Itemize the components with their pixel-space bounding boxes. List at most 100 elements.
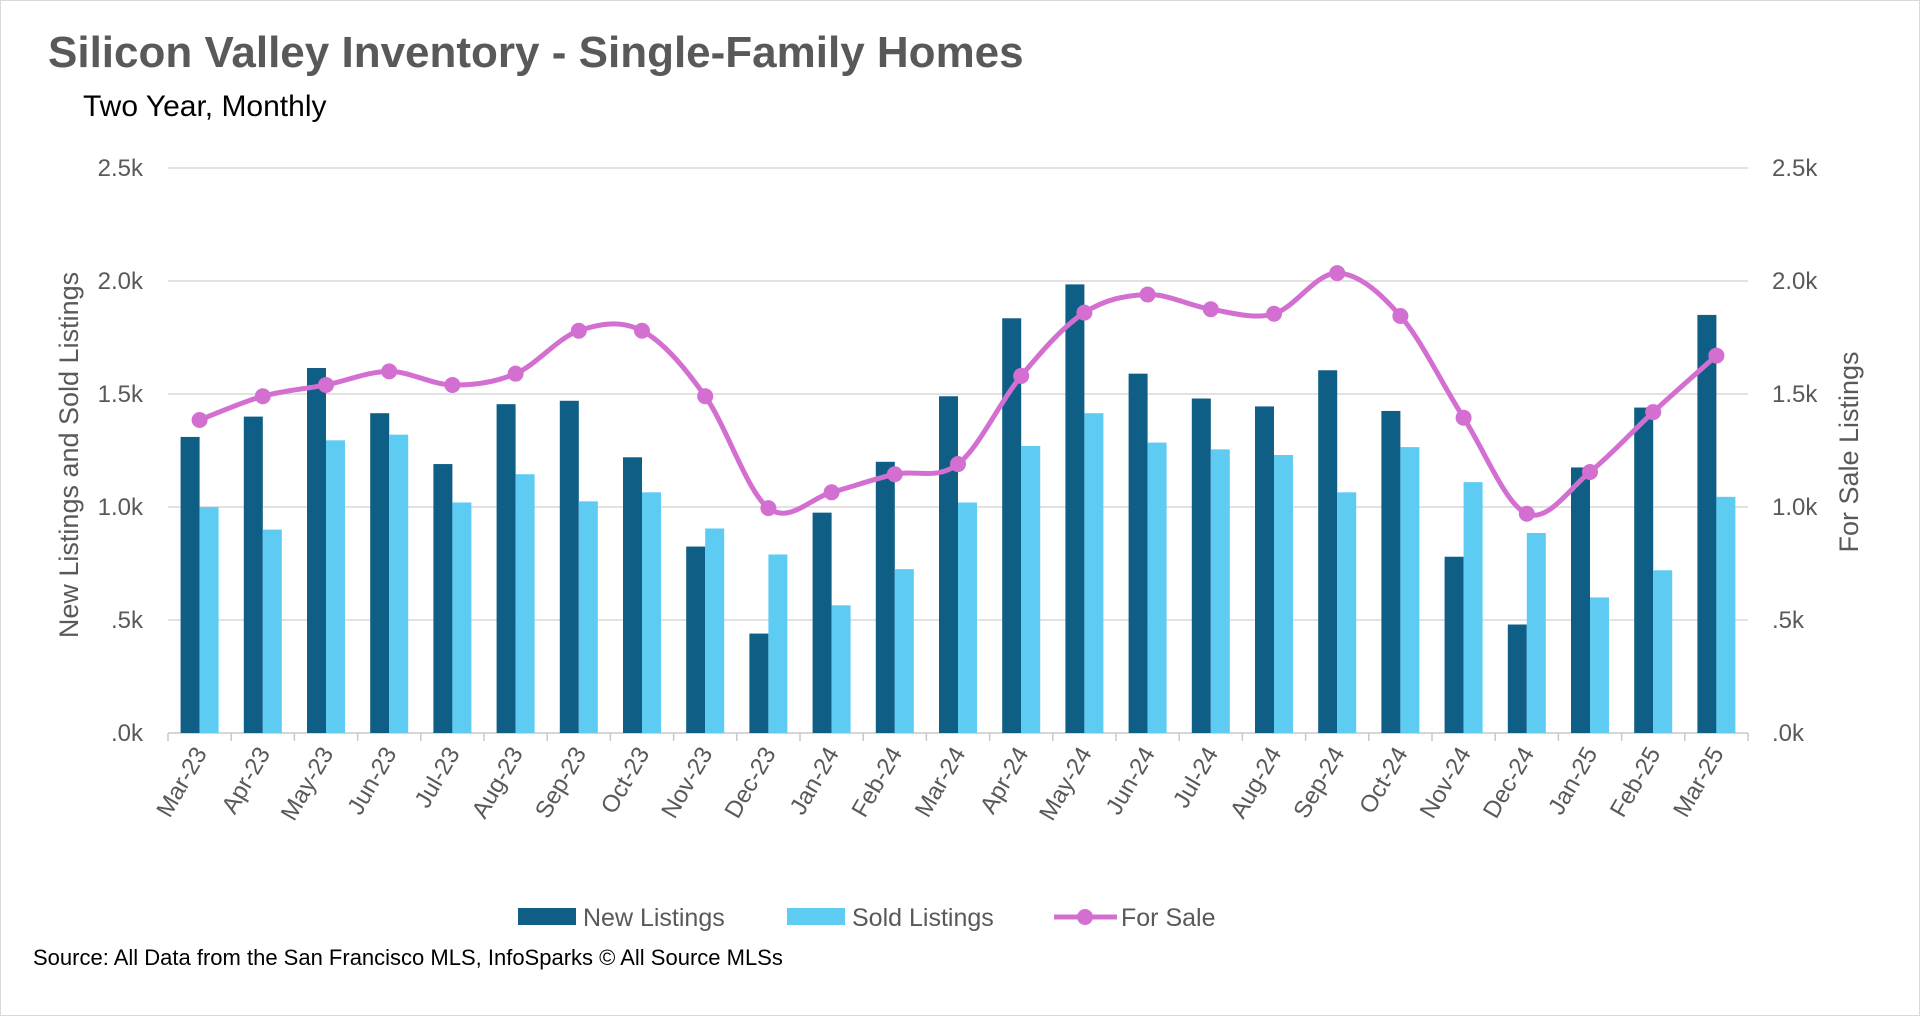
for-sale-point xyxy=(634,322,650,339)
for-sale-point xyxy=(318,376,334,393)
chart-title: Silicon Valley Inventory - Single-Family… xyxy=(48,28,1024,77)
bar-sold-listings xyxy=(1716,496,1736,733)
for-sale-point xyxy=(760,500,777,517)
bar-new-listings xyxy=(433,464,453,733)
bar-sold-listings xyxy=(262,529,282,733)
bar-new-listings xyxy=(623,457,642,733)
bar-new-listings xyxy=(307,368,326,733)
x-tick-label: Mar-25 xyxy=(1668,743,1729,822)
x-tick-label: Feb-24 xyxy=(847,743,908,822)
bar-new-listings xyxy=(1697,314,1717,733)
bar-sold-listings xyxy=(1590,597,1609,733)
x-tick-label: Jul-23 xyxy=(410,743,466,813)
for-sale-point xyxy=(191,411,208,428)
for-sale-point xyxy=(1266,305,1282,322)
y-tick-right: 1.5k xyxy=(1772,381,1818,408)
for-sale-point xyxy=(823,484,840,501)
x-tick-label: Sep-23 xyxy=(530,743,592,824)
y-tick-right: 2.0k xyxy=(1772,268,1818,295)
chart-subtitle: Two Year, Monthly xyxy=(83,90,327,123)
bar-sold-listings xyxy=(1274,455,1293,733)
bar-new-listings xyxy=(1255,406,1274,733)
bar-new-listings xyxy=(1191,398,1211,733)
bar-new-listings xyxy=(686,546,706,733)
bar-sold-listings xyxy=(705,528,725,733)
y-tick-right: .0k xyxy=(1772,720,1805,747)
bar-new-listings xyxy=(875,461,895,733)
y-tick-left: 1.5k xyxy=(98,381,144,408)
bar-sold-listings xyxy=(642,492,661,733)
bar-new-listings xyxy=(496,404,516,733)
bar-sold-listings xyxy=(1210,449,1230,733)
for-sale-point xyxy=(1518,505,1535,522)
legend-label-for-sale: For Sale xyxy=(1121,904,1215,932)
bar-sold-listings xyxy=(452,502,472,733)
bar-sold-listings xyxy=(1526,532,1546,733)
x-tick-label: Nov-24 xyxy=(1415,743,1477,824)
bar-sold-listings xyxy=(894,569,914,733)
bar-new-listings xyxy=(1381,410,1401,733)
for-sale-point xyxy=(1582,463,1598,480)
x-tick-label: Aug-24 xyxy=(1225,743,1287,824)
x-tick-label: Aug-23 xyxy=(467,743,529,824)
bar-new-listings xyxy=(370,413,390,733)
bar-sold-listings xyxy=(1653,570,1673,733)
for-sale-point xyxy=(1139,286,1156,303)
bar-new-listings xyxy=(939,396,958,733)
for-sale-point xyxy=(1708,347,1725,364)
x-tick-label: Jun-23 xyxy=(342,743,402,820)
for-sale-point xyxy=(1013,367,1030,384)
x-tick-label: Apr-24 xyxy=(975,743,1034,819)
x-tick-label: Jun-24 xyxy=(1101,743,1161,820)
legend-label-new-listings: New Listings xyxy=(583,904,725,932)
x-tick-label: Jan-25 xyxy=(1543,743,1603,820)
bar-new-listings xyxy=(1571,467,1590,733)
x-tick-label: Dec-24 xyxy=(1478,743,1540,824)
bar-new-listings xyxy=(1002,318,1022,733)
bar-sold-listings xyxy=(515,474,535,733)
x-tick-label: Dec-23 xyxy=(720,743,782,824)
x-tick-label: Mar-24 xyxy=(910,743,971,822)
y-tick-right: .5k xyxy=(1772,607,1805,634)
x-tick-label: Feb-25 xyxy=(1605,743,1666,822)
y-tick-right: 1.0k xyxy=(1772,494,1818,521)
x-tick-label: Mar-23 xyxy=(151,743,212,822)
bar-new-listings xyxy=(1065,284,1085,733)
legend-label-sold-listings: Sold Listings xyxy=(852,904,994,932)
for-sale-point xyxy=(1645,404,1662,421)
bar-sold-listings xyxy=(1021,445,1041,733)
bar-sold-listings xyxy=(578,501,598,733)
bar-new-listings xyxy=(559,400,579,733)
x-tick-label: Jul-24 xyxy=(1168,743,1224,813)
bar-sold-listings xyxy=(1337,492,1357,733)
for-sale-point xyxy=(950,456,966,473)
for-sale-point xyxy=(570,322,587,339)
bar-sold-listings xyxy=(389,434,409,733)
legend-marker-for-sale xyxy=(1077,909,1093,925)
y-tick-left: .0k xyxy=(111,720,144,747)
bar-sold-listings xyxy=(326,440,345,733)
for-sale-line xyxy=(198,270,1719,518)
bar-new-listings xyxy=(812,512,832,733)
bar-sold-listings xyxy=(1084,413,1104,733)
for-sale-point xyxy=(697,388,714,405)
bar-new-listings xyxy=(1444,556,1464,733)
for-sale-point xyxy=(1392,308,1409,325)
bar-new-listings xyxy=(243,416,263,733)
for-sale-point xyxy=(444,376,461,393)
for-sale-point xyxy=(381,363,398,380)
y-tick-left: .5k xyxy=(111,607,144,634)
y-tick-right: 2.5k xyxy=(1772,155,1818,182)
bar-new-listings xyxy=(1507,624,1527,733)
bar-new-listings xyxy=(749,633,769,733)
bar-new-listings xyxy=(1128,373,1148,733)
y-axis-right-title: For Sale Listings xyxy=(1834,351,1864,552)
legend-swatch-new-listings xyxy=(518,908,576,925)
y-tick-left: 2.5k xyxy=(98,155,144,182)
bar-sold-listings xyxy=(768,554,788,733)
for-sale-point xyxy=(886,466,903,483)
for-sale-point xyxy=(507,365,524,382)
for-sale-point xyxy=(254,388,271,405)
for-sale-point xyxy=(1329,265,1346,282)
